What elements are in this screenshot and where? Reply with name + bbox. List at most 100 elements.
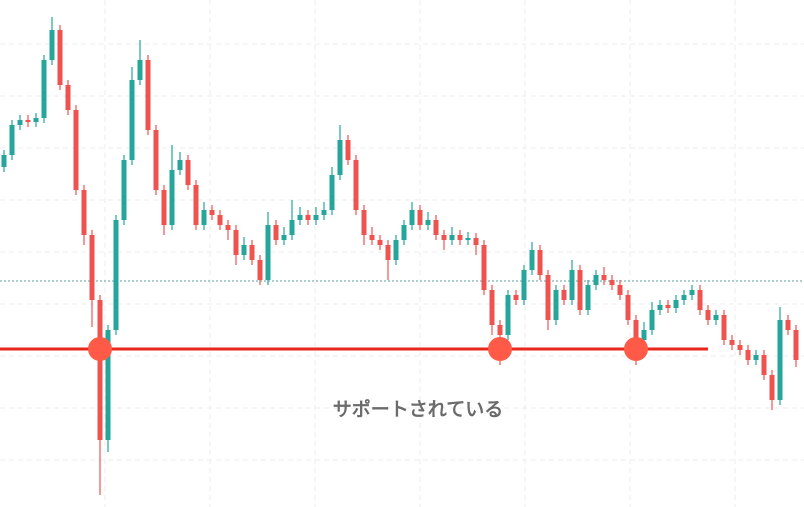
candle-body xyxy=(49,30,55,60)
candle-body xyxy=(481,245,487,290)
candle-body xyxy=(25,120,31,122)
candle-body xyxy=(697,290,703,310)
candle-body xyxy=(81,190,87,235)
candle-body xyxy=(609,280,615,285)
candle-body xyxy=(73,110,79,190)
candle-body xyxy=(241,245,247,255)
candle-body xyxy=(265,225,271,280)
candle-body xyxy=(617,285,623,295)
candle-body xyxy=(177,160,183,170)
candle-body xyxy=(681,295,687,300)
candle-body xyxy=(713,315,719,320)
candle-body xyxy=(169,170,175,225)
support-touch xyxy=(488,337,512,361)
candle-body xyxy=(353,160,359,210)
plot-area xyxy=(0,17,804,495)
candle-body xyxy=(321,210,327,215)
candle-body xyxy=(249,245,255,260)
candle-body xyxy=(65,85,71,110)
candle-body xyxy=(113,220,119,330)
candle-body xyxy=(513,295,519,300)
candle-body xyxy=(409,210,415,225)
candle-body xyxy=(9,125,15,155)
annotation: サポートされている xyxy=(333,398,503,421)
candle-body xyxy=(585,285,591,310)
candle-body xyxy=(145,60,151,130)
candle-body xyxy=(641,330,647,340)
candle-body xyxy=(657,305,663,310)
candle-body xyxy=(625,295,631,320)
candle-body xyxy=(689,290,695,295)
candle-body xyxy=(121,160,127,220)
candle-body xyxy=(561,290,567,300)
candle-body xyxy=(785,320,791,330)
candle-body xyxy=(345,140,351,160)
candle-body xyxy=(473,238,479,245)
support-touch xyxy=(88,337,112,361)
candle-body xyxy=(753,355,759,360)
candle-body xyxy=(305,215,311,220)
candle-body xyxy=(393,240,399,260)
candle-body xyxy=(129,80,135,160)
candle-body xyxy=(449,235,455,240)
candle-body xyxy=(137,60,143,80)
candle-body xyxy=(441,235,447,240)
candle-body xyxy=(593,275,599,285)
candle-body xyxy=(273,225,279,240)
candle-body xyxy=(329,175,335,210)
candle-body xyxy=(769,375,775,400)
candle-body xyxy=(529,250,535,270)
candle-body xyxy=(665,305,671,308)
candle-body xyxy=(673,300,679,308)
candle-body xyxy=(209,210,215,215)
candle-body xyxy=(1,155,7,167)
candle-body xyxy=(289,220,295,235)
candle-body xyxy=(385,245,391,260)
candle-body xyxy=(233,230,239,255)
candle-body xyxy=(57,30,63,85)
candle-body xyxy=(105,330,111,440)
candle-body xyxy=(201,210,207,225)
candle-body xyxy=(553,290,559,320)
candle-body xyxy=(257,260,263,280)
support-touch xyxy=(624,337,648,361)
candle-body xyxy=(745,350,751,360)
candle-body xyxy=(489,290,495,325)
candle-body xyxy=(193,185,199,225)
candle-body xyxy=(497,325,503,335)
candle-body xyxy=(33,118,39,122)
candle-body xyxy=(361,210,367,235)
candle-body xyxy=(337,140,343,175)
candle-body xyxy=(569,270,575,300)
candle-body xyxy=(185,160,191,185)
candle-body xyxy=(313,215,319,220)
candle-body xyxy=(281,235,287,240)
candle-body xyxy=(537,250,543,275)
candle-body xyxy=(777,320,783,400)
candle-body xyxy=(505,295,511,335)
candle-body xyxy=(153,130,159,190)
candle-body xyxy=(401,225,407,240)
candle-body xyxy=(601,275,607,280)
candle-body xyxy=(417,210,423,225)
candle-body xyxy=(225,225,231,230)
candle-body xyxy=(161,190,167,225)
candle-body xyxy=(377,240,383,245)
candle-body xyxy=(721,315,727,340)
candle-body xyxy=(633,320,639,340)
candle-body xyxy=(521,270,527,300)
candle-body xyxy=(465,238,471,240)
candle-body xyxy=(41,60,47,118)
candle-body xyxy=(737,345,743,350)
candle-body xyxy=(369,235,375,240)
candle-body xyxy=(17,120,23,125)
candle-body xyxy=(729,340,735,345)
candle-body xyxy=(649,310,655,330)
candle-body xyxy=(577,270,583,310)
candle-body xyxy=(425,220,431,225)
candle-body xyxy=(545,275,551,320)
